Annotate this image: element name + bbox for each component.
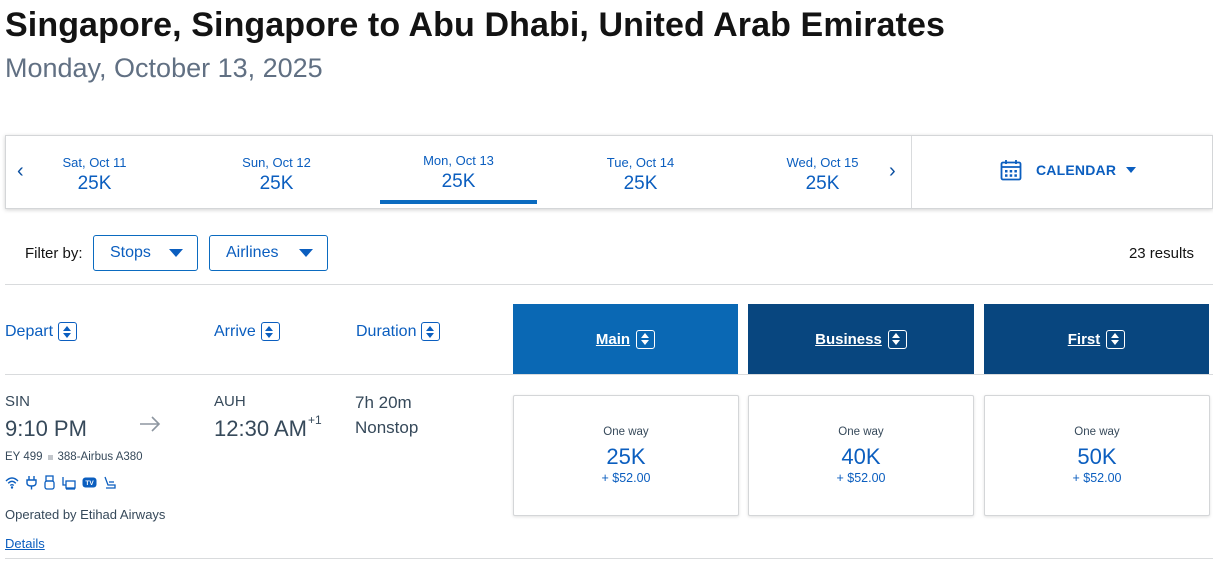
flight-meta: EY 499 388-Airbus A380 — [5, 451, 143, 463]
sort-icon — [421, 322, 441, 341]
sort-arrive-header[interactable]: Arrive — [214, 322, 280, 341]
sort-duration-header[interactable]: Duration — [356, 322, 441, 341]
divider — [5, 558, 1213, 559]
arrive-header-label: Arrive — [214, 322, 256, 340]
date-tab-label: Wed, Oct 15 — [786, 155, 859, 170]
fare-tax: + $52.00 — [836, 471, 886, 485]
separator — [47, 454, 53, 460]
fare-tax: + $52.00 — [601, 471, 651, 485]
power-plug-icon — [26, 476, 37, 490]
fare-card-first[interactable]: One way 50K + $52.00 — [984, 395, 1210, 516]
strip-divider — [911, 136, 912, 208]
sort-icon — [1106, 329, 1126, 349]
amenities: TV — [5, 475, 117, 490]
date-tab-price: 25K — [623, 173, 658, 194]
cabin-header-label: Main — [595, 330, 631, 348]
tv-icon: TV — [82, 477, 97, 488]
airlines-filter-label: Airlines — [226, 244, 279, 261]
date-tab-label: Sat, Oct 11 — [62, 155, 127, 170]
lie-flat-seat-icon — [104, 476, 116, 489]
sort-icon — [636, 329, 656, 349]
arrive-time: 12:30 AM — [214, 416, 307, 441]
sort-depart-header[interactable]: Depart — [5, 322, 78, 341]
date-tab-oct-15[interactable]: Wed, Oct 15 25K — [744, 136, 901, 202]
fare-label: One way — [603, 426, 649, 438]
duration-header-label: Duration — [356, 322, 417, 340]
date-tab-oct-13[interactable]: Mon, Oct 13 25K — [380, 136, 537, 204]
depart-header-label: Depart — [5, 322, 54, 340]
calendar-label: CALENDAR — [1036, 162, 1117, 178]
fare-price: 40K — [841, 444, 881, 469]
cabin-header-main[interactable]: Main — [513, 304, 738, 374]
flight-stops: Nonstop — [355, 418, 419, 437]
entertainment-icon — [62, 477, 76, 490]
chevron-down-icon — [1126, 167, 1137, 173]
next-dates-arrow[interactable]: › — [889, 160, 896, 182]
date-tab-oct-11[interactable]: Sat, Oct 11 25K — [16, 136, 173, 202]
airlines-filter-dropdown[interactable]: Airlines — [209, 235, 328, 271]
depart-time: 9:10 PM — [5, 416, 87, 441]
caret-down-icon — [299, 249, 313, 257]
cabin-header-label: First — [1067, 330, 1101, 348]
flight-duration: 7h 20m — [355, 393, 412, 412]
page-title: Singapore, Singapore to Abu Dhabi, Unite… — [5, 6, 945, 44]
usb-icon — [44, 475, 55, 490]
divider — [5, 284, 1213, 285]
aircraft-type: 388-Airbus A380 — [57, 451, 143, 463]
caret-down-icon — [169, 249, 183, 257]
sort-icon — [58, 322, 78, 341]
date-tab-price: 25K — [805, 173, 840, 194]
fare-card-business[interactable]: One way 40K + $52.00 — [748, 395, 974, 516]
calendar-button[interactable]: CALENDAR — [1000, 159, 1137, 181]
date-tab-label: Sun, Oct 12 — [242, 155, 311, 170]
date-tab-price: 25K — [77, 173, 112, 194]
arrive-time-group: 12:30 AM+1 — [214, 413, 322, 442]
cabin-header-business[interactable]: Business — [748, 304, 974, 374]
stops-filter-label: Stops — [110, 244, 151, 261]
arrive-airport: AUH — [214, 393, 246, 410]
cabin-header-first[interactable]: First — [984, 304, 1209, 374]
fare-tax: + $52.00 — [1072, 471, 1122, 485]
date-tab-label: Mon, Oct 13 — [423, 153, 494, 168]
depart-airport: SIN — [5, 393, 31, 410]
filter-label: Filter by: — [25, 245, 83, 262]
date-tab-oct-14[interactable]: Tue, Oct 14 25K — [562, 136, 719, 202]
flight-number: EY 499 — [5, 451, 43, 463]
sort-icon — [887, 329, 907, 349]
date-tab-oct-12[interactable]: Sun, Oct 12 25K — [198, 136, 355, 202]
divider — [5, 374, 1213, 375]
calendar-icon — [1000, 160, 1022, 181]
arrow-right-icon — [140, 416, 161, 432]
cabin-header-label: Business — [815, 330, 882, 348]
fare-card-main[interactable]: One way 25K + $52.00 — [513, 395, 739, 516]
fare-price: 25K — [606, 444, 646, 469]
date-tab-price: 25K — [441, 171, 476, 192]
results-count: 23 results — [1128, 245, 1194, 262]
operated-by: Operated by Etihad Airways — [5, 507, 166, 522]
wifi-icon — [5, 477, 19, 489]
stops-filter-dropdown[interactable]: Stops — [93, 235, 198, 271]
date-tab-price: 25K — [259, 173, 294, 194]
fare-label: One way — [838, 426, 884, 438]
travel-date: Monday, October 13, 2025 — [5, 53, 323, 83]
fare-label: One way — [1074, 426, 1120, 438]
sort-icon — [260, 322, 280, 341]
date-selector: ‹ Sat, Oct 11 25K Sun, Oct 12 25K Mon, O… — [5, 135, 1213, 209]
details-link[interactable]: Details — [5, 536, 45, 551]
tv-badge-text: TV — [85, 480, 94, 487]
fare-price: 50K — [1077, 444, 1117, 469]
previous-dates-arrow[interactable]: ‹ — [17, 160, 24, 182]
day-offset: +1 — [307, 413, 322, 427]
date-tab-label: Tue, Oct 14 — [606, 155, 675, 170]
